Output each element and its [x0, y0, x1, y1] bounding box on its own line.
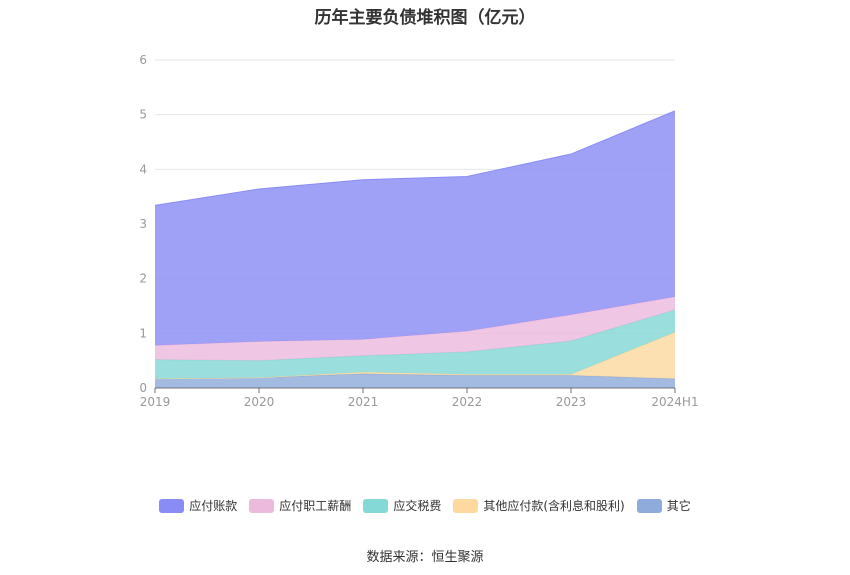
x-tick-label: 2024H1	[651, 395, 698, 409]
legend-swatch	[363, 498, 389, 513]
y-tick-label: 2	[139, 272, 147, 286]
legend-item-accounts-payable[interactable]: 应付账款	[159, 497, 237, 514]
area-series-3	[155, 296, 675, 361]
area-series-0	[155, 373, 675, 388]
legend-swatch	[453, 498, 479, 513]
legend-label: 其它	[666, 499, 691, 513]
legend-item-employee-payables[interactable]: 应付职工薪酬	[249, 497, 351, 514]
y-tick-label: 5	[139, 108, 147, 122]
legend-item-taxes-payable[interactable]: 应交税费	[363, 497, 441, 514]
area-series-4	[155, 110, 675, 346]
x-tick-label: 2023	[556, 395, 587, 409]
legend-label: 应交税费	[393, 499, 442, 513]
legend-swatch	[159, 498, 185, 513]
area-series-line-4	[154, 110, 676, 206]
legend: 应付账款 应付职工薪酬 应交税费 其他应付款(含利息和股利) 其它	[0, 497, 850, 514]
x-tick-label: 2019	[140, 395, 171, 409]
legend-swatch	[249, 498, 275, 513]
chart-title: 历年主要负债堆积图（亿元）	[314, 8, 536, 28]
area-layer	[154, 110, 676, 388]
area-series-1	[155, 332, 675, 379]
legend-label: 应付职工薪酬	[279, 499, 352, 513]
x-tick-label: 2021	[348, 395, 379, 409]
y-tick-label: 0	[139, 381, 147, 395]
y-tick-label: 6	[139, 53, 147, 67]
legend-label: 其他应付款(含利息和股利)	[483, 499, 625, 513]
legend-item-others[interactable]: 其它	[636, 497, 691, 514]
axis-layer: 0 1 2 3 4 5 6 2019 2020 2021 2022 2023 2024H1	[139, 53, 698, 409]
legend-label: 应付账款	[189, 499, 238, 513]
area-series-2	[155, 309, 675, 379]
legend-item-other-payables[interactable]: 其他应付款(含利息和股利)	[453, 497, 625, 514]
legend-swatch	[636, 498, 662, 513]
y-tick-label: 4	[139, 162, 147, 176]
source-note: 数据来源：恒生聚源	[366, 550, 484, 565]
x-tick-label: 2020	[244, 395, 275, 409]
y-tick-label: 3	[139, 217, 147, 231]
x-tick-label: 2022	[452, 395, 483, 409]
y-tick-label: 1	[139, 326, 147, 340]
